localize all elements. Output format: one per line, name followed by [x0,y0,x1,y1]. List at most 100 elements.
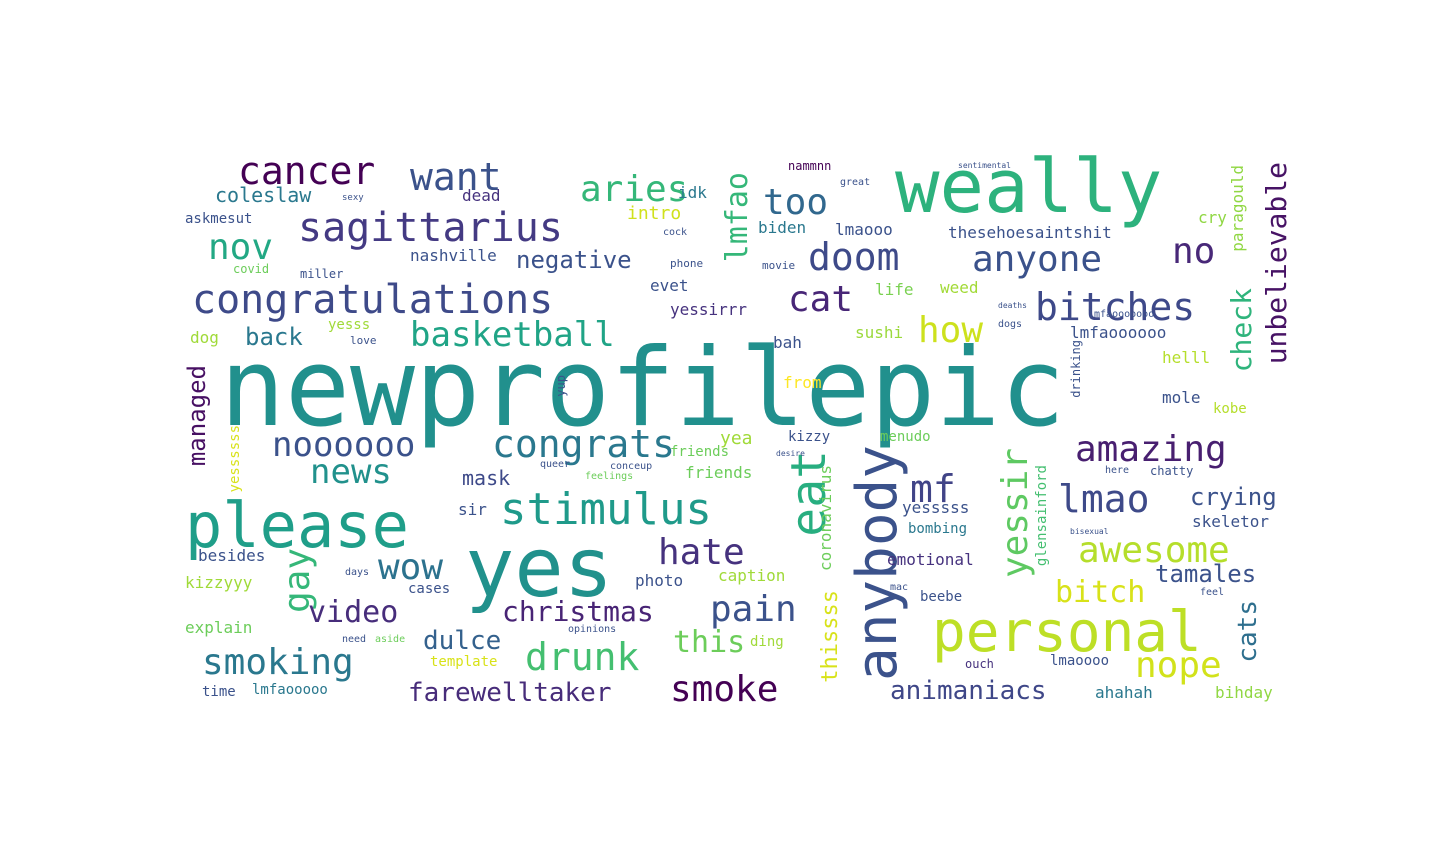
cloud-word: bihday [1215,683,1273,702]
cloud-word: mf [910,467,956,511]
cloud-word: yes [465,521,614,616]
cloud-word: please [185,489,409,562]
word-cloud: newprofilepic yes weally please anybody perso… [180,150,1290,710]
cloud-word: managed [183,365,211,467]
cloud-word: basketball [410,315,615,355]
cloud-word: smoking [202,642,354,683]
cloud-word: bisexual [1070,527,1109,536]
cloud-word: lmfaooooooo [1088,309,1155,320]
cloud-word: cock [663,227,688,238]
cloud-word: deaths [998,301,1027,310]
cloud-word: nammnn [788,159,832,173]
cloud-word: yessssss [227,425,243,493]
cloud-word: congratulations [192,277,554,323]
cloud-word: template [430,654,498,670]
cloud-word: kizzyyy [185,573,253,592]
cloud-word: nope [1135,645,1222,686]
cloud-word: phone [670,257,704,270]
cloud-word: ouch [965,657,994,671]
cloud-word: bah [773,333,802,352]
cloud-word: lmfaoooooo [1070,323,1167,342]
cloud-word: menudo [880,429,931,445]
cloud-word: skeletor [1192,512,1270,531]
cloud-word: sagittarius [298,205,563,251]
cloud-word: dog [190,328,219,347]
cloud-word: askmesut [185,211,253,227]
cloud-word: sushi [855,323,904,342]
cloud-word: sexy [342,193,364,203]
cloud-word: lmao [1058,477,1150,521]
cloud-word: news [310,452,392,492]
cloud-word: coleslaw [215,183,312,207]
cloud-word: lmfao [720,172,755,263]
cloud-word: life [875,280,914,299]
cloud-word: sir [458,500,487,519]
cloud-word: christmas [502,595,654,628]
cloud-word: personal [932,600,1202,665]
cloud-word: yesss [328,317,371,333]
cloud-word: aries [580,169,689,210]
cloud-word: covid [233,262,270,276]
cloud-word: ding [750,634,784,650]
cloud-word: kobe [1213,401,1247,417]
cloud-word: friends [670,444,730,460]
cloud-word: back [245,323,303,351]
cloud-word: lmaooo [835,220,893,239]
cloud-word: too [763,182,829,223]
cloud-word: want [410,155,502,199]
cloud-word: yea [720,428,753,449]
cloud-word: animaniacs [890,676,1047,706]
cloud-word: yessir [995,448,1036,579]
cloud-word: yup [554,375,568,397]
cloud-word: queer [540,459,571,470]
cloud-word: here [1105,465,1130,476]
cloud-word: dead [462,186,501,205]
cloud-word: drunk [525,635,640,679]
cloud-word: glensainford [1034,465,1050,567]
cloud-word: bitch [1055,575,1146,610]
cloud-word: biden [758,218,807,237]
cloud-word: dulce [423,626,502,656]
cloud-word: bitches [1035,285,1196,329]
cloud-word: thissss [818,590,843,683]
cloud-word: aside [375,634,406,645]
cloud-word: feel [1200,587,1225,598]
cloud-word: emotional [887,550,974,569]
cloud-word: evet [650,276,689,295]
cloud-word: cats [1233,600,1263,663]
cloud-word: need [342,634,367,645]
cloud-word: crying [1190,483,1277,511]
cloud-word: dogs [998,319,1023,330]
cloud-word: no [1172,231,1216,272]
cloud-word: yessirrr [670,300,748,319]
cloud-word: explain [185,618,253,637]
cloud-word: from [783,373,822,392]
cloud-word: mac [890,582,909,593]
cloud-word: movie [762,259,796,272]
cloud-word: drinking [1069,340,1083,398]
cloud-word: chatty [1150,464,1194,478]
cloud-word: check [1225,288,1258,373]
cloud-word: photo [635,571,684,590]
cloud-word: smoke [670,669,779,710]
cloud-word: cry [1198,208,1227,227]
cloud-word: mask [462,466,511,490]
cloud-word: yesssss [902,498,970,517]
cloud-word: days [345,567,370,578]
cloud-word: negative [516,246,632,274]
cloud-word: beebe [920,589,963,605]
cloud-word: thesehoesaintshit [948,223,1112,242]
cloud-word: weally [895,150,1163,230]
cloud-word: stimulus [500,484,712,535]
cloud-word: anyone [972,239,1103,280]
cloud-word: love [350,334,377,347]
cloud-word: intro [627,203,682,224]
cloud-word: newprofilepic [220,326,1066,451]
cloud-word: conceup [610,461,653,472]
cloud-word: helll [1162,348,1211,367]
cloud-word: lmfaooooo [252,682,328,698]
cloud-word: farewelltaker [408,678,612,708]
cloud-word: cancer [238,150,376,193]
cloud-word: how [918,310,984,351]
cloud-word: congrats [492,422,676,466]
